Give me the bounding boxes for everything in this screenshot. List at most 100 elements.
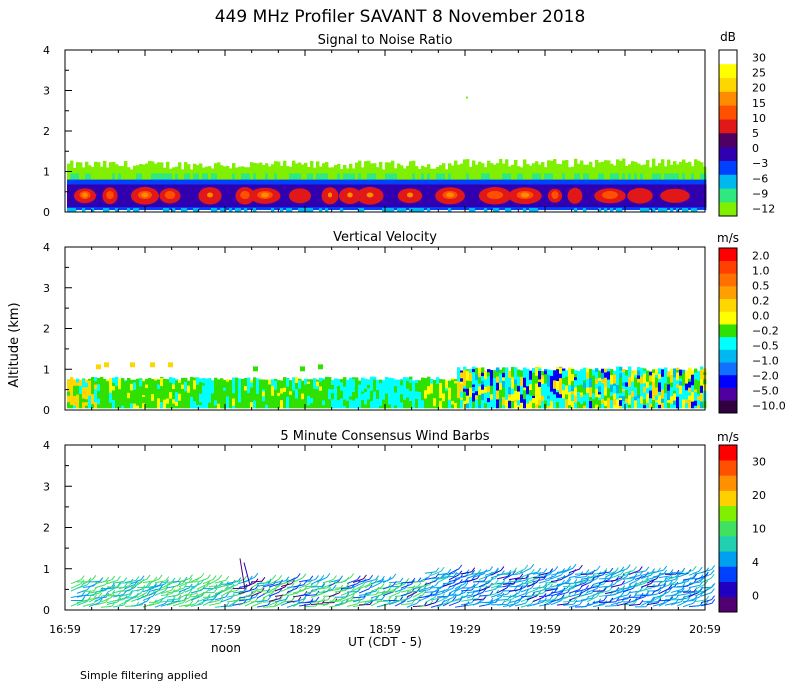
heatmap-cell <box>550 400 554 409</box>
heatmap-cell <box>94 401 98 405</box>
wind-barb <box>544 569 556 576</box>
wind-barb-flag <box>693 573 698 579</box>
heatmap-cell <box>502 383 506 388</box>
wind-barb <box>478 570 490 574</box>
colorbar-tick-label: 0.0 <box>752 310 770 323</box>
heatmap-cell <box>118 184 122 208</box>
heatmap-cell <box>205 388 209 396</box>
wind-barb <box>562 567 574 574</box>
wind-barb-flag <box>669 569 674 574</box>
heatmap-cell <box>310 388 314 399</box>
wind-barb <box>328 600 341 603</box>
heatmap-cell <box>139 378 143 380</box>
wind-barb-flag <box>633 566 637 571</box>
wind-barb <box>328 604 340 608</box>
heatmap-cell <box>598 207 602 212</box>
heatmap-cell <box>106 207 110 212</box>
heatmap-cell <box>634 161 638 180</box>
wind-barb <box>514 579 526 584</box>
heatmap-cell <box>130 390 134 398</box>
heatmap-cell <box>385 393 389 399</box>
colorbar-swatch <box>719 374 737 388</box>
heatmap-cell <box>598 391 602 395</box>
wind-barb <box>538 587 550 592</box>
wind-barb-flag <box>603 568 608 573</box>
heatmap-cell <box>439 165 443 180</box>
heatmap-cell <box>679 393 683 401</box>
heatmap-cell <box>409 207 413 212</box>
heatmap-cell <box>196 380 200 385</box>
heatmap-cell <box>334 380 338 388</box>
heatmap-cell <box>301 393 305 400</box>
heatmap-cell <box>340 398 344 409</box>
heatmap-cell <box>124 161 128 180</box>
wind-barb <box>400 596 412 603</box>
heatmap-cell <box>679 380 683 386</box>
heatmap-cell <box>451 400 455 405</box>
heatmap-cell <box>523 389 527 400</box>
heatmap-cell <box>208 392 212 403</box>
heatmap-cell <box>472 207 476 212</box>
heatmap-cell <box>337 382 341 387</box>
heatmap-cell <box>265 163 269 180</box>
heatmap-cell <box>562 377 566 384</box>
heatmap-cell <box>157 379 161 385</box>
wind-barb-flag <box>435 589 440 595</box>
heatmap-cell <box>523 368 527 378</box>
wind-barb <box>508 592 519 599</box>
heatmap-cell <box>157 398 161 409</box>
heatmap-cell <box>355 384 359 390</box>
y-tick-label: 1 <box>43 166 50 179</box>
heatmap-cell <box>202 385 206 392</box>
wind-barb-flag <box>189 574 193 580</box>
heatmap-cell <box>400 207 404 212</box>
heatmap-cell <box>643 173 647 181</box>
wind-barb-flag <box>536 584 541 590</box>
wind-barb <box>628 590 640 594</box>
heatmap-cell <box>550 160 554 180</box>
heatmap-cell <box>319 184 323 208</box>
heatmap-cell <box>346 391 350 401</box>
heatmap-cell <box>682 382 686 386</box>
heatmap-cell <box>100 184 104 208</box>
heatmap-cell <box>316 388 320 398</box>
heatmap-cell <box>148 160 152 180</box>
wind-barb <box>292 589 304 594</box>
colorbar-tick-label: −0.5 <box>752 340 779 353</box>
heatmap-cell <box>541 371 545 376</box>
wind-barb <box>442 572 454 576</box>
heatmap-cell <box>505 399 509 409</box>
wind-barb-flag <box>459 574 463 579</box>
heatmap-cell <box>547 386 551 396</box>
wind-barb <box>124 586 136 593</box>
heatmap-cell <box>310 207 314 212</box>
heatmap-cell <box>607 397 611 403</box>
heatmap-cell <box>583 164 587 180</box>
heatmap-cell <box>463 391 467 396</box>
heatmap-cell <box>688 374 692 379</box>
heatmap-cell <box>637 173 641 181</box>
heatmap-cell <box>340 173 344 181</box>
wind-barb <box>628 570 640 575</box>
heatmap-cell <box>532 397 536 404</box>
heatmap-cell <box>565 385 569 395</box>
heatmap-cell <box>556 391 560 398</box>
heatmap-cell <box>478 367 482 374</box>
heatmap-cell <box>319 386 323 391</box>
heatmap-cell <box>652 390 656 401</box>
wind-barb-flag <box>639 571 644 576</box>
heatmap-cell <box>223 380 227 385</box>
heatmap-cell <box>544 184 548 208</box>
wind-barb-flag <box>447 568 452 574</box>
wind-barb-flag <box>501 570 505 575</box>
heatmap-cell <box>163 392 167 400</box>
wind-barbs <box>70 558 716 608</box>
heatmap-cell <box>466 184 470 208</box>
heatmap-cell <box>655 402 659 409</box>
heatmap-cell <box>514 367 518 371</box>
heatmap-cell <box>181 384 185 389</box>
wind-barb <box>532 592 544 597</box>
heatmap-cell <box>487 376 491 386</box>
heatmap-cell <box>268 379 272 385</box>
heatmap-cell <box>430 393 434 399</box>
